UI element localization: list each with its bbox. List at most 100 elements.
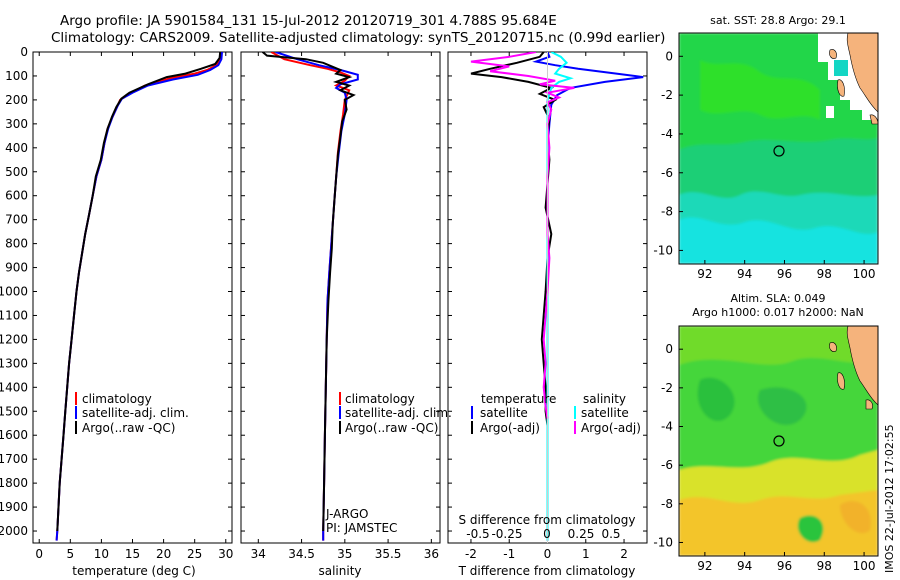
- map-x-tick-label: 100: [853, 559, 876, 573]
- depth-tick-label: 1100: [0, 308, 28, 322]
- sst-map-title: sat. SST: 28.8 Argo: 29.1: [710, 14, 846, 27]
- salinity-legend: climatology satellite-adj. clim. Argo(..…: [325, 392, 452, 535]
- salinity-axes: [240, 51, 441, 544]
- island: [865, 399, 873, 410]
- legend-argo: Argo(..raw -QC): [82, 421, 175, 435]
- depth-tick-label: 1000: [0, 285, 28, 299]
- salinity-xlabel: salinity: [318, 564, 361, 578]
- depth-tick-label: 600: [5, 189, 28, 203]
- sst-map-ticks: 92 94 96 98 100 0 -2 -4 -6 -8 -10: [653, 49, 875, 281]
- map-x-tick-label: 94: [737, 267, 752, 281]
- depth-tick-label: 1900: [0, 500, 28, 514]
- sla-high-zone: [679, 326, 878, 365]
- sla-low-eddy: [697, 377, 735, 421]
- legend-argo: Argo(..raw -QC): [345, 421, 438, 435]
- series-temperature-satellite: [532, 52, 644, 541]
- depth-tick-label: 1400: [0, 380, 28, 394]
- argo-float-marker: [773, 435, 785, 447]
- map-y-tick-label: -10: [653, 535, 673, 549]
- depth-tick-label: 300: [5, 117, 28, 131]
- map-y-tick-label: -6: [661, 166, 673, 180]
- depth-tick-label: 1800: [0, 476, 28, 490]
- legend-satellite: satellite-adj. clim.: [82, 406, 189, 420]
- pi-annotation: PI: JAMSTEC: [326, 521, 397, 535]
- x-tick-label: 20: [156, 547, 171, 561]
- legend-climatology: climatology: [82, 392, 152, 406]
- depth-tick-label: 100: [5, 69, 28, 83]
- sst-cold-pixel: [834, 60, 848, 76]
- island: [829, 49, 837, 59]
- s-diff-tick-label: 0.25: [568, 527, 595, 541]
- map-x-tick-label: 98: [817, 267, 832, 281]
- x-tick-label: -1: [503, 547, 515, 561]
- sumatra-landmass: [846, 326, 878, 406]
- map-x-tick-label: 94: [737, 559, 752, 573]
- depth-tick-label: 200: [5, 93, 28, 107]
- map-x-tick-label: 96: [777, 559, 792, 573]
- sla-map: [679, 326, 878, 556]
- map-x-tick-label: 92: [697, 267, 712, 281]
- argo-float-marker: [773, 145, 785, 157]
- series-argo-raw-qc-: [56, 52, 222, 532]
- map-y-tick-label: -10: [653, 243, 673, 257]
- difference-series: [470, 52, 644, 541]
- depth-tick-label: 400: [5, 141, 28, 155]
- siberut-island: [837, 372, 845, 390]
- sst-nodata-block: [826, 106, 834, 118]
- sla-map-frame: [678, 325, 879, 557]
- series-salinity-argo-adj-: [470, 52, 575, 419]
- map-y-tick-label: -8: [661, 497, 673, 511]
- s-diff-tick-label: 0.5: [601, 527, 620, 541]
- x-tick-label: 25: [187, 547, 202, 561]
- island: [869, 114, 878, 125]
- x-tick-label: 0: [35, 547, 43, 561]
- sla-upper-zone: [679, 490, 878, 556]
- map-y-tick-label: -2: [661, 88, 673, 102]
- sst-warm-patch: [700, 60, 820, 120]
- x-tick-label: 0: [544, 547, 552, 561]
- x-tick-label: 34.5: [288, 547, 315, 561]
- depth-tick-label: 2000: [0, 524, 28, 538]
- depth-tick-label: 500: [5, 165, 28, 179]
- depth-tick-label: 700: [5, 213, 28, 227]
- sst-coolest-zone: [679, 217, 878, 264]
- s-difference-xlabel: S difference from climatology: [459, 513, 636, 527]
- map-y-tick-label: 0: [665, 342, 673, 356]
- legend-satellite: satellite-adj. clim.: [345, 406, 452, 420]
- depth-tick-labels: 0 100 200 300 400 500 600 700 800 900 1000 1100 1200…: [0, 45, 647, 538]
- difference-legend: temperature salinity satellite Argo(-adj…: [471, 392, 641, 435]
- s-diff-tick-label: 0: [543, 527, 551, 541]
- series-satellite-adj-clim-: [55, 52, 223, 541]
- x-tick-labels: 0 5 10 15 20 25 30 34 34.5 35 35.5 36 -2 -1 0 1 2: [35, 52, 628, 561]
- depth-tick-label: 1200: [0, 332, 28, 346]
- x-tick-label: 15: [125, 547, 140, 561]
- depth-tick-label: 1600: [0, 428, 28, 442]
- sla-low-eddy: [758, 387, 807, 425]
- map-y-tick-label: -4: [661, 127, 673, 141]
- sla-map-subtitle: Argo h1000: 0.017 h2000: NaN: [692, 306, 864, 319]
- legend-climatology: climatology: [345, 392, 415, 406]
- temperature-legend: climatology satellite-adj. clim. Argo(..…: [75, 392, 189, 435]
- x-tick-label: -2: [465, 547, 477, 561]
- series-salinity-satellite: [546, 52, 574, 541]
- x-tick-label: 34: [251, 547, 266, 561]
- sla-low-patch: [797, 515, 824, 543]
- temperature-series: [55, 52, 223, 541]
- map-x-tick-label: 98: [817, 559, 832, 573]
- sla-map-title: Altim. SLA: 0.049: [730, 292, 825, 305]
- x-tick-label: 5: [66, 547, 74, 561]
- imos-timestamp: IMOS 22-Jul-2012 17:02:55: [883, 424, 896, 573]
- jargo-annotation: J-ARGO: [325, 507, 368, 521]
- island: [829, 342, 837, 352]
- x-tick-label: 36: [424, 547, 439, 561]
- x-tick-label: 35.5: [375, 547, 402, 561]
- x-tick-label: 10: [94, 547, 109, 561]
- depth-tick-label: 1300: [0, 356, 28, 370]
- temperature-axes: [32, 51, 233, 544]
- t-difference-xlabel: T difference from climatology: [458, 564, 636, 578]
- series-argo-raw-qc-: [261, 52, 356, 532]
- salinity-series: [261, 52, 359, 541]
- legend-s-satellite: satellite: [581, 406, 629, 420]
- map-y-tick-label: -4: [661, 420, 673, 434]
- legend-t-argo: Argo(-adj): [480, 421, 540, 435]
